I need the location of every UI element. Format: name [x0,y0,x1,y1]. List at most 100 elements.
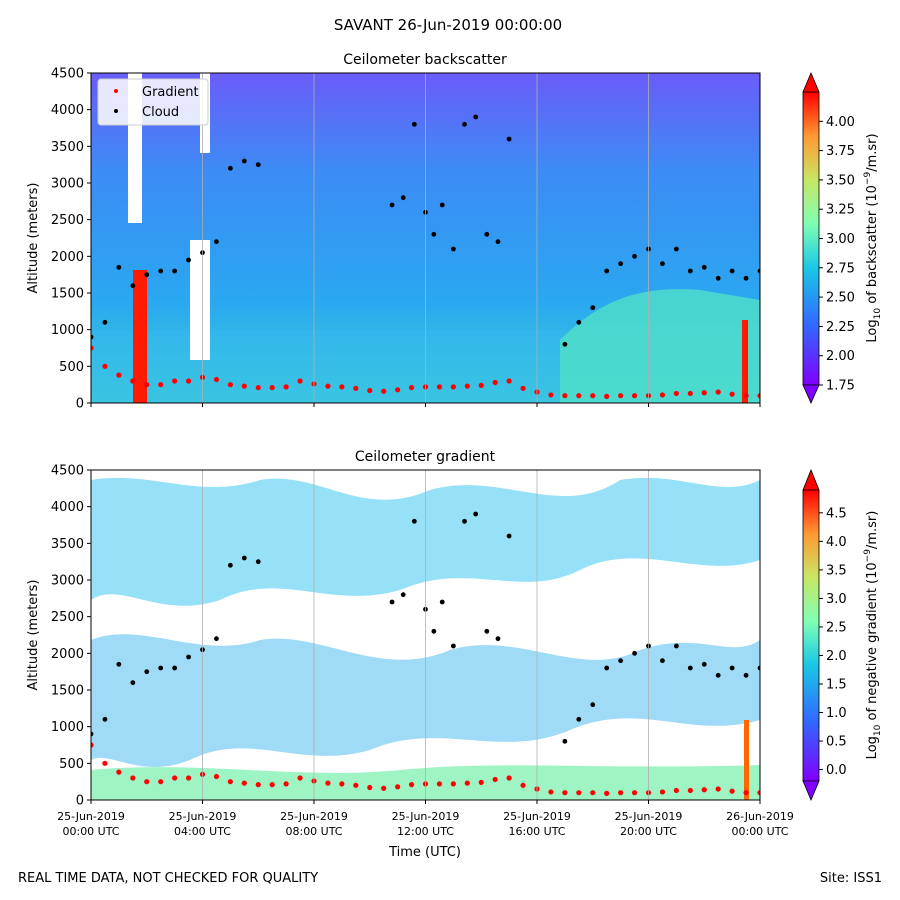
gradient-cloud-point [172,665,178,671]
gradient-gradient-point [269,782,275,788]
backscatter-cloud-point [687,268,693,274]
backscatter-cloud-point [450,246,456,252]
backscatter-boundary-layer [560,289,760,403]
xtick-date-label: 25-Jun-2019 [57,810,125,823]
backscatter-gradient-point [673,390,679,397]
gradient-gradient-point [701,787,707,793]
gradient-gradient-point [408,782,415,788]
backscatter-cloud-point [102,319,108,325]
gradient-ytick-label: 500 [59,757,84,772]
backscatter-cloud-point [144,272,150,278]
backscatter-gradient-point [478,382,484,388]
xtick-time-label: 08:00 UTC [285,825,342,838]
legend-gradient-label: Gradient [142,85,199,100]
backscatter-gradient-point [618,393,624,399]
backscatter-gradient-point [562,393,568,399]
xtick-time-label: 04:00 UTC [174,825,231,838]
backscatter-ytick-label: 3000 [51,177,84,192]
backscatter-gradient-point [339,384,345,390]
colorbar-1-label: Log10 of backscatter (10−9/m.sr) [863,133,883,342]
colorbar-1-extend-max [802,71,820,93]
backscatter-gradient-point [450,384,456,390]
backscatter-gradient-point [172,378,178,384]
backscatter-cloud-point [400,195,406,201]
gradient-panel: Ceilometer gradient 0 500 1000 1500 2000 2500… [26,449,883,860]
backscatter-gradient-point [395,387,401,393]
gradient-colorbar: 0.0 0.5 1.0 1.5 2.0 2.5 3.0 3.5 4.0 4.5 Log10 of … [802,468,883,802]
backscatter-gradient-point [367,387,373,394]
backscatter-gradient-point [269,385,275,391]
backscatter-gradient-point [158,382,164,388]
gradient-gradient-point [659,789,666,795]
gradient-gradient-point [478,779,484,786]
backscatter-gradient-point [381,388,387,394]
backscatter-cloud-point [757,268,760,274]
gradient-cloud-point [411,518,417,524]
backscatter-colorbar-tick-label: 3.00 [826,232,855,247]
backscatter-gradient-point [185,378,192,384]
gradient-gradient-point [172,775,178,781]
gradient-cloud-point [715,672,721,678]
gradient-colorbar-tick-label: 0.0 [826,763,847,778]
colorbar-1-bar [802,91,820,386]
gradient-ylabel: Altitude (meters) [26,580,41,691]
backscatter-cloud-point [255,162,261,168]
backscatter-colorbar-tick-label: 2.50 [826,291,855,306]
gradient-cloud-point [660,658,665,664]
backscatter-ytick-label: 0 [76,397,84,412]
backscatter-gradient-point [353,385,359,391]
backscatter-cloud-point [701,264,707,270]
backscatter-gradient-point [130,378,136,384]
backscatter-ytick-label: 2500 [51,213,84,228]
backscatter-colorbar-tick-label: 3.25 [826,203,855,218]
gradient-ytick-label: 3500 [51,537,84,552]
gradient-title: Ceilometer gradient [355,449,496,465]
gradient-cloud-point [241,555,247,561]
gradient-rain-streak [744,720,749,800]
gradient-cloud-point [576,716,582,722]
backscatter-colorbar-tick-label: 3.75 [826,144,855,159]
gradient-gradient-point [241,780,247,786]
gradient-gradient-point [548,789,554,795]
gradient-cloud-point [632,650,637,656]
xtick-time-label: 12:00 UTC [397,825,454,838]
backscatter-gradient-point [464,383,470,389]
gradient-gradient-point [381,785,387,791]
backscatter-ytick-label: 1500 [51,287,84,302]
gradient-colorbar-tick-label: 1.5 [826,678,847,693]
backscatter-colorbar-tick-label: 1.75 [826,379,855,394]
footer-site: Site: ISS1 [820,871,882,886]
gradient-ytick-label: 4000 [51,500,84,515]
backscatter-rain-streak-2 [742,320,748,403]
gradient-colorbar-tick-label: 4.5 [826,506,847,521]
backscatter-gradient-point [576,393,582,399]
backscatter-cloud-point [91,334,94,340]
gradient-xlabel: Time (UTC) [388,845,461,860]
gradient-gradient-point [283,781,289,787]
gradient-cloud-point [389,599,395,605]
gradient-gradient-point [325,780,331,786]
footer-quality-note: REAL TIME DATA, NOT CHECKED FOR QUALITY [18,871,318,886]
gradient-cloud-point [116,661,122,667]
gradient-cloud-point [450,643,456,649]
backscatter-gradient-point [227,382,233,388]
backscatter-legend: Gradient Cloud [97,78,209,126]
gradient-ytick-label: 3000 [51,574,84,589]
gradient-gradient-point [618,790,624,796]
backscatter-panel: Ceilometer backscatter 0 500 1000 1500 2000 2… [26,52,883,412]
gradient-cloud-point [757,665,760,671]
gradient-gradient-point [353,782,359,788]
backscatter-cloud-point [473,114,479,120]
backscatter-cloud-point [632,253,637,259]
colorbar-2-label: Log10 of negative gradient (10−9/m.sr) [863,511,883,760]
backscatter-gap-2 [190,240,210,360]
backscatter-gradient-point [144,382,150,388]
gradient-colorbar-tick-label: 3.5 [826,563,847,578]
backscatter-colorbar-tick-label: 2.00 [826,349,855,364]
legend-box [97,78,209,126]
gradient-gradient-point [395,784,401,790]
gradient-gradient-point [144,779,150,785]
backscatter-ylabel: Altitude (meters) [26,183,41,294]
backscatter-gradient-point [91,345,94,351]
gradient-gradient-point [436,781,443,787]
